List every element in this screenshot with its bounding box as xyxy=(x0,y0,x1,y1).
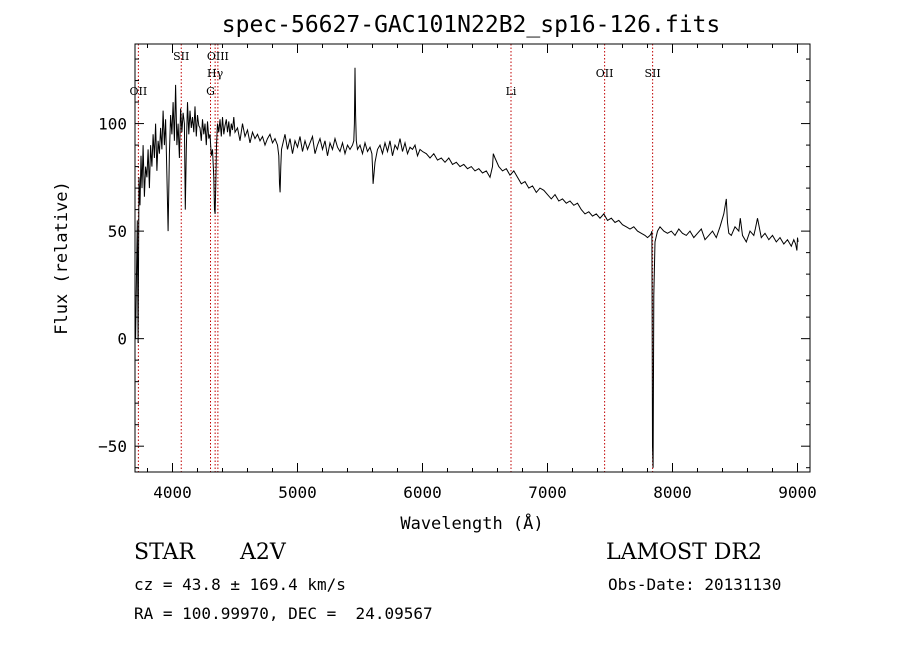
marker-label: G xyxy=(206,85,215,98)
y-tick-label: 100 xyxy=(98,115,127,134)
x-tick-label: 6000 xyxy=(403,483,442,502)
object-class: STAR xyxy=(134,540,195,565)
spectrum-line xyxy=(135,67,799,468)
y-tick-label: −50 xyxy=(98,437,127,456)
x-tick-label: 8000 xyxy=(653,483,692,502)
y-axis-ticks: −50 0 50 100 xyxy=(98,58,810,469)
x-axis-label: Wavelength (Å) xyxy=(400,512,543,534)
y-tick-label: 50 xyxy=(108,222,127,241)
x-axis-ticks: 4000 5000 6000 7000 8000 9000 xyxy=(147,44,817,502)
coordinates: RA = 100.99970, DEC = 24.09567 xyxy=(134,604,433,623)
y-axis-label: Flux (relative) xyxy=(52,181,72,335)
chart-title: spec-56627-GAC101N22B2_sp16-126.fits xyxy=(222,12,721,38)
x-tick-label: 5000 xyxy=(278,483,317,502)
observation-date: Obs-Date: 20131130 xyxy=(608,575,782,594)
survey-label: LAMOST DR2 xyxy=(606,540,762,565)
marker-label: OII xyxy=(596,67,614,80)
spectral-subclass: A2V xyxy=(240,540,286,565)
redshift-cz: cz = 43.8 ± 169.4 km/s xyxy=(134,575,346,594)
marker-label: SII xyxy=(645,67,661,80)
y-tick-label: 0 xyxy=(117,330,127,349)
x-tick-label: 4000 xyxy=(153,483,192,502)
x-tick-label: 7000 xyxy=(528,483,567,502)
x-tick-label: 9000 xyxy=(778,483,817,502)
marker-label: OII xyxy=(130,85,148,98)
marker-label: SII xyxy=(173,50,189,63)
plot-frame xyxy=(134,43,811,473)
marker-label: OIII xyxy=(207,50,229,63)
spectral-line-markers: OII SII G Hγ OIII Li OII SII xyxy=(130,44,661,472)
marker-label: Li xyxy=(506,85,517,98)
marker-label: Hγ xyxy=(207,67,224,80)
